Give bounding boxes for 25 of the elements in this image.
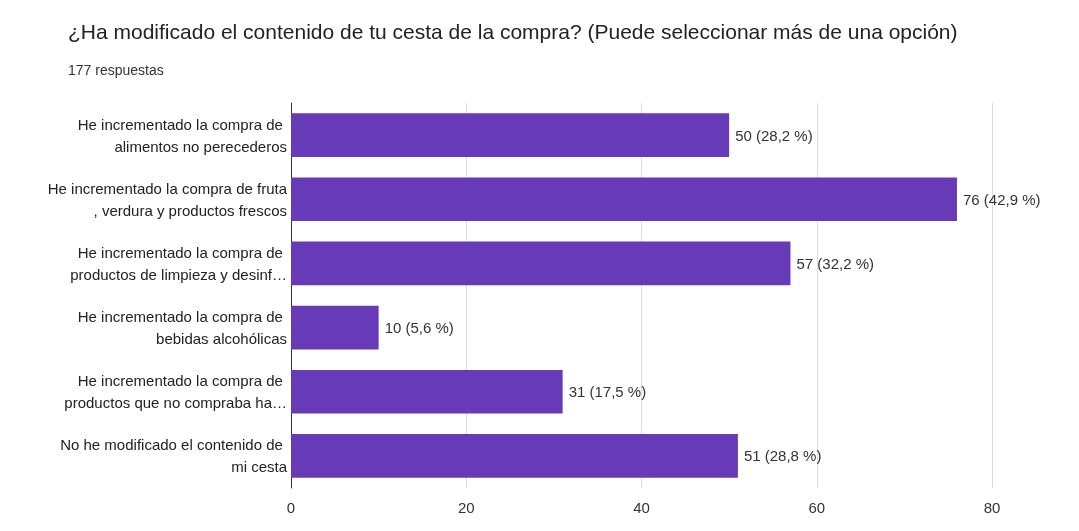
data-label: 10 (5,6 %) bbox=[384, 319, 454, 337]
x-tick-label: 80 bbox=[983, 499, 1001, 516]
data-label: 51 (28,8 %) bbox=[743, 447, 822, 465]
bar bbox=[291, 305, 379, 350]
data-label: 50 (28,2 %) bbox=[735, 126, 813, 144]
y-tick-label: He incrementado la compra de bebidas alcohólicas bbox=[77, 308, 287, 348]
y-tick-label: He incrementado la compra de alimentos no perecederos bbox=[77, 115, 287, 155]
bar bbox=[291, 434, 738, 478]
bar bbox=[291, 113, 730, 157]
bar bbox=[291, 369, 563, 414]
x-tick-label: 60 bbox=[808, 499, 826, 516]
data-label: 57 (32,2 %) bbox=[796, 254, 875, 272]
x-tick-label: 40 bbox=[633, 499, 650, 516]
data-label: 76 (42,9 %) bbox=[962, 190, 1041, 208]
chart-title: ¿Ha modificado el contenido de tu cesta de la compra? (Puede seleccionar más de una opción) bbox=[68, 20, 958, 43]
y-tick-label: He incrementado la compra de fruta, verdura y productos frescos bbox=[47, 179, 288, 219]
bar bbox=[291, 177, 957, 222]
x-tick-label: 0 bbox=[286, 499, 296, 516]
y-tick-label: He incrementado la compra de productos que no compraba ha… bbox=[64, 372, 287, 412]
text: 177 respuestas bbox=[68, 62, 164, 78]
y-tick-label: He incrementado la compra de productos de limpieza y desinf… bbox=[70, 243, 287, 283]
bar bbox=[291, 241, 791, 286]
y-tick-label: No he modificado el contenido de mi cesta bbox=[60, 436, 288, 476]
x-tick-label: 20 bbox=[457, 499, 475, 516]
data-label: 31 (17,5 %) bbox=[568, 383, 647, 401]
